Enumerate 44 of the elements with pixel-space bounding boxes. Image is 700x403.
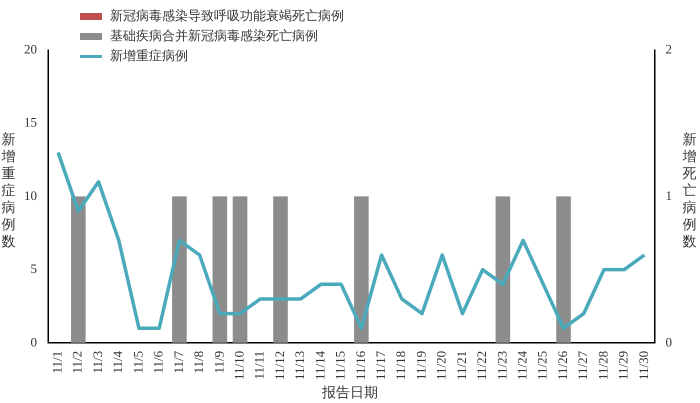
y2-tick-label: 2	[666, 41, 672, 56]
x-tick-label: 11/22	[474, 350, 490, 380]
y-tick-label: 0	[30, 334, 37, 350]
x-tick-label: 11/19	[413, 350, 428, 380]
x-tick-label: 11/18	[393, 350, 408, 380]
x-tick-label: 11/29	[616, 350, 631, 380]
y-tick-label: 15	[24, 114, 37, 130]
legend-label: 新冠病毒感染导致呼吸功能衰竭死亡病例	[110, 8, 344, 25]
x-tick-label: 11/2	[70, 350, 85, 374]
x-tick-label: 11/11	[252, 350, 267, 380]
x-tick-label: 11/7	[170, 350, 186, 374]
x-tick-label: 11/10	[231, 350, 246, 380]
x-tick-label: 11/17	[372, 350, 388, 380]
x-tick-label: 11/14	[312, 350, 328, 380]
x-tick-label: 11/16	[352, 350, 368, 380]
x-tick-label: 11/1	[50, 350, 65, 374]
x-axis-title: 报告日期	[321, 384, 379, 402]
legend-label: 新增重症病例	[110, 48, 188, 65]
x-tick-label: 11/15	[332, 350, 348, 380]
y2-tick-label: 1	[666, 188, 672, 203]
x-tick-label: 11/12	[272, 350, 287, 380]
legend-label: 基础疾病合并新冠病毒感染死亡病例	[110, 28, 318, 45]
y2-axis-title: 新增死亡病例数	[682, 132, 697, 251]
x-tick-label: 11/30	[636, 350, 651, 380]
y-tick-label: 10	[24, 188, 37, 203]
x-tick-label: 11/20	[434, 350, 449, 380]
x-tick-label: 11/23	[494, 350, 510, 380]
y-axis-title: 新增重症病例数	[1, 132, 16, 251]
y-tick-label: 20	[24, 41, 37, 56]
x-tick-label: 11/27	[575, 350, 590, 380]
x-tick-label: 11/25	[534, 350, 550, 380]
x-tick-label: 11/24	[514, 350, 530, 380]
x-tick-label: 11/5	[130, 350, 146, 374]
x-tick-label: 11/4	[110, 350, 126, 374]
y2-tick-label: 0	[666, 334, 672, 350]
y-tick-label: 5	[30, 261, 37, 276]
x-tick-label: 11/8	[191, 350, 206, 374]
x-tick-label: 11/9	[211, 350, 226, 374]
x-tick-label: 11/21	[454, 350, 469, 380]
x-tick-label: 11/3	[90, 350, 105, 374]
x-tick-label: 11/6	[150, 350, 166, 374]
x-tick-label: 11/28	[595, 350, 610, 380]
x-tick-label: 11/26	[554, 350, 570, 380]
x-tick-label: 11/13	[292, 350, 308, 380]
